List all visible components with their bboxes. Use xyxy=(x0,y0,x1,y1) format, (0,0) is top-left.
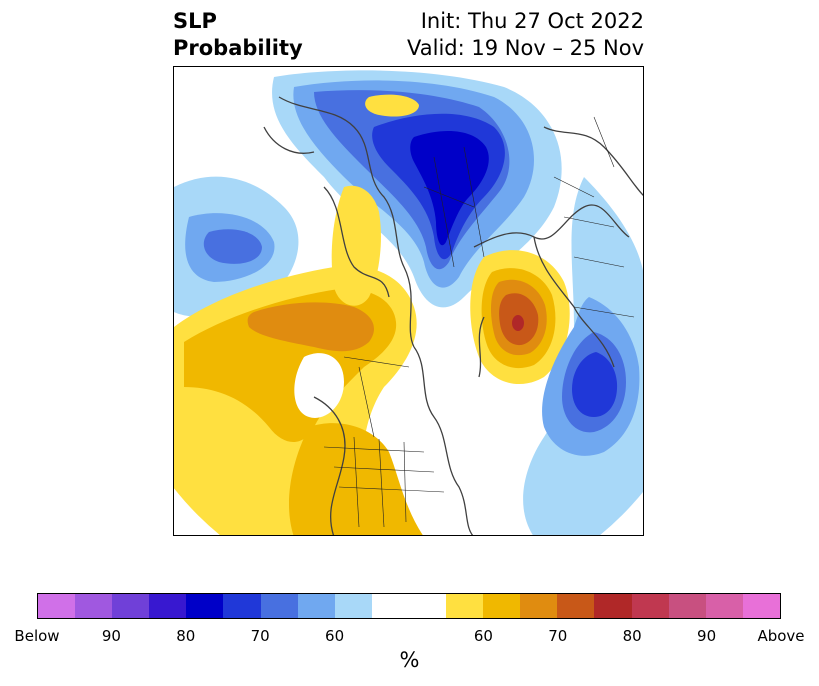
title-line-2: Probability xyxy=(173,36,303,60)
map-subtitle: Init: Thu 27 Oct 2022 Valid: 19 Nov – 25… xyxy=(407,8,644,62)
probability-map xyxy=(173,66,644,536)
colorbar xyxy=(37,593,781,619)
probability-shading xyxy=(174,70,643,535)
colorbar-segment xyxy=(557,594,595,618)
valid-range: Valid: 19 Nov – 25 Nov xyxy=(407,36,644,60)
colorbar-tick-label: 70 xyxy=(548,627,568,645)
colorbar-segment xyxy=(260,594,298,618)
colorbar-segment xyxy=(594,594,632,618)
colorbar-ticks: Below 90 80 70 60 60 70 80 90 Above xyxy=(0,627,819,647)
colorbar-segment xyxy=(668,594,706,618)
colorbar-segment xyxy=(631,594,669,618)
colorbar-segment xyxy=(705,594,743,618)
colorbar-unit-label: % xyxy=(399,648,420,672)
colorbar-segment xyxy=(186,594,224,618)
colorbar-tick-label: Above xyxy=(757,627,805,645)
colorbar-segment xyxy=(520,594,558,618)
map-title: SLP Probability xyxy=(173,8,303,62)
colorbar-segment xyxy=(483,594,521,618)
coastlines xyxy=(263,96,643,535)
colorbar-tick-label: 90 xyxy=(697,627,717,645)
colorbar-segment xyxy=(112,594,150,618)
borders xyxy=(323,116,635,528)
colorbar-segment xyxy=(446,594,484,618)
colorbar-segment xyxy=(149,594,187,618)
colorbar-segment xyxy=(334,594,372,618)
colorbar-tick-label: 60 xyxy=(325,627,345,645)
colorbar-segment xyxy=(223,594,261,618)
map-canvas xyxy=(174,67,643,535)
colorbar-tick-label: 60 xyxy=(473,627,493,645)
colorbar-tick-label: 70 xyxy=(250,627,270,645)
colorbar-tick-label: Below xyxy=(14,627,60,645)
init-date: Init: Thu 27 Oct 2022 xyxy=(420,9,644,33)
colorbar-tick-label: 80 xyxy=(622,627,642,645)
colorbar-segment xyxy=(75,594,113,618)
colorbar-segment xyxy=(297,594,335,618)
colorbar-segment xyxy=(408,594,447,618)
colorbar-tick-label: 90 xyxy=(101,627,121,645)
colorbar-segment xyxy=(371,594,409,618)
colorbar-segment xyxy=(38,594,76,618)
colorbar-tick-label: 80 xyxy=(176,627,196,645)
colorbar-segment xyxy=(742,594,780,618)
title-line-1: SLP xyxy=(173,9,217,33)
